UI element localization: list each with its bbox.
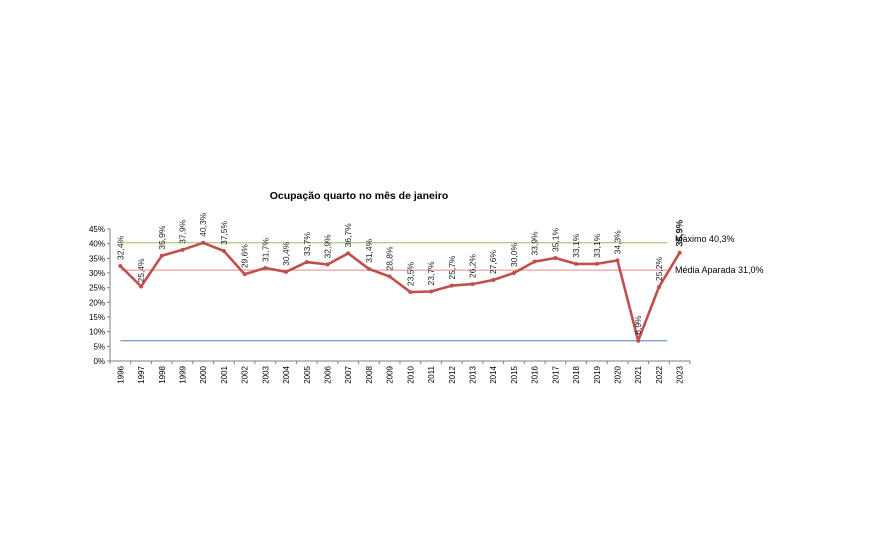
data-label: 33,7% (302, 232, 312, 257)
x-tick-label: 2002 (241, 365, 250, 383)
data-label: 30,0% (509, 242, 519, 267)
data-point (574, 261, 579, 266)
y-tick-label: 25% (89, 284, 105, 293)
data-label: 6,9% (633, 315, 643, 335)
x-tick-label: 2022 (655, 365, 664, 383)
data-label: 27,6% (488, 249, 498, 274)
data-label: 25,4% (136, 258, 146, 283)
data-point (263, 266, 268, 271)
data-label: 32,9% (323, 234, 333, 259)
data-label: 33,9% (530, 231, 540, 256)
data-label: 23,5% (405, 262, 415, 287)
x-tick-label: 2008 (365, 365, 374, 383)
data-label: 31,4% (364, 238, 374, 263)
x-tick-label: 2014 (489, 365, 498, 383)
x-tick-label: 2016 (531, 365, 540, 383)
x-tick-label: 2001 (220, 365, 229, 383)
x-tick-label: 1999 (179, 365, 188, 383)
x-tick-label: 2005 (303, 365, 312, 383)
data-label: 37,5% (219, 220, 229, 245)
x-tick-label: 2004 (282, 365, 291, 383)
data-label: 33,1% (592, 233, 602, 258)
data-point (201, 240, 206, 245)
x-tick-label: 2019 (593, 365, 602, 383)
data-point (553, 256, 558, 261)
data-label: 23,7% (426, 261, 436, 286)
x-tick-label: 1997 (137, 365, 146, 383)
data-label: 34,3% (613, 230, 623, 255)
data-point (511, 271, 516, 275)
x-tick-label: 2006 (324, 365, 333, 383)
data-point (366, 266, 371, 271)
x-tick-label: 2020 (614, 365, 623, 383)
data-point (221, 249, 226, 253)
data-point (491, 278, 496, 283)
x-tick-label: 2023 (676, 365, 685, 383)
data-label: 36,9% (675, 219, 686, 246)
data-label: 30,4% (281, 241, 291, 266)
y-tick-label: 20% (89, 298, 105, 307)
y-tick-label: 10% (89, 328, 105, 337)
data-point (118, 263, 123, 268)
y-tick-label: 0% (93, 357, 105, 366)
y-tick-label: 45% (89, 225, 105, 234)
y-tick-label: 15% (89, 313, 105, 322)
x-tick-label: 2003 (261, 365, 270, 383)
data-point (677, 250, 682, 255)
data-label: 28,8% (385, 246, 395, 271)
data-label: 25,7% (447, 255, 457, 280)
x-tick-label: 2017 (551, 365, 560, 383)
data-label: 35,9% (157, 225, 167, 250)
x-tick-label: 1996 (116, 365, 125, 383)
x-tick-label: 2000 (199, 365, 208, 383)
data-label: 35,1% (550, 227, 560, 252)
x-tick-label: 2013 (469, 365, 478, 383)
y-tick-label: 40% (89, 240, 105, 249)
data-label: 36,7% (343, 223, 353, 248)
series-line (119, 241, 681, 343)
x-tick-label: 2011 (427, 365, 436, 383)
y-tick-label: 30% (89, 269, 105, 278)
x-tick-label: 2012 (448, 365, 457, 383)
reference-label-0: Máximo 40,3% (675, 234, 735, 244)
data-point (159, 253, 164, 258)
data-point (429, 289, 434, 294)
data-point (180, 247, 185, 252)
data-point (656, 285, 661, 290)
data-label: 33,1% (571, 233, 581, 258)
data-label: 29,6% (240, 244, 250, 269)
x-tick-label: 2010 (406, 365, 415, 383)
data-label: 25,2% (654, 257, 664, 282)
data-point (636, 338, 641, 343)
data-label: 32,4% (115, 235, 125, 260)
y-tick-label: 5% (93, 342, 105, 351)
data-point (284, 269, 289, 274)
data-point (615, 258, 620, 263)
data-point (594, 261, 599, 266)
data-point (532, 259, 537, 264)
data-label: 40,3% (198, 212, 208, 237)
x-tick-label: 2021 (634, 365, 643, 383)
x-tick-label: 2015 (510, 365, 519, 383)
data-label: 31,7% (260, 237, 270, 262)
data-point (449, 283, 454, 288)
data-point (408, 290, 413, 295)
data-point (387, 274, 392, 279)
data-label: 26,2% (468, 254, 478, 279)
chart-title: Ocupação quarto no mês de janeiro (270, 190, 449, 202)
data-point (346, 251, 351, 256)
data-point (139, 284, 144, 289)
x-tick-label: 2018 (572, 365, 581, 383)
data-point (304, 260, 309, 265)
x-tick-label: 1998 (158, 365, 167, 383)
data-point (470, 282, 475, 287)
x-tick-label: 2007 (344, 365, 353, 383)
y-tick-label: 35% (89, 254, 105, 263)
reference-label-1: Média Aparada 31,0% (675, 265, 764, 275)
x-tick-label: 2009 (386, 365, 395, 383)
data-label: 37,9% (178, 219, 188, 244)
data-point (242, 272, 247, 277)
data-point (325, 262, 330, 267)
